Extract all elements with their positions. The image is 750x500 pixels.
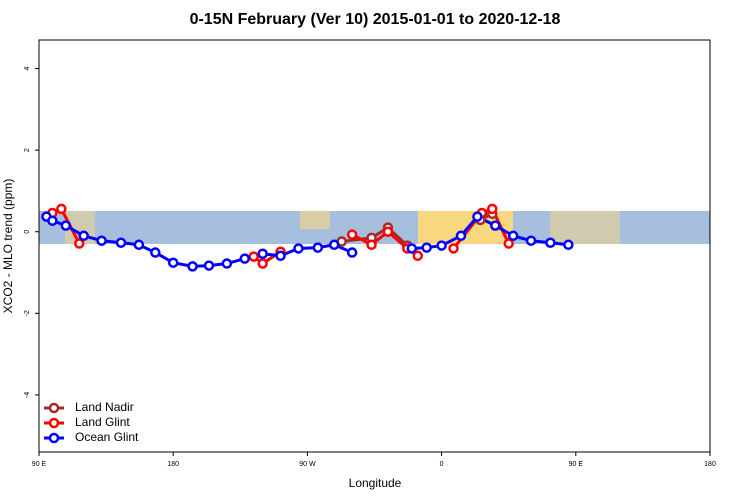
data-point xyxy=(239,253,251,264)
data-point xyxy=(133,239,145,251)
data-point xyxy=(503,238,514,249)
data-point xyxy=(74,238,85,249)
data-point xyxy=(78,230,89,242)
y-tick-label: 4 xyxy=(24,67,31,71)
data-point xyxy=(406,243,418,254)
y-axis-label: XCO2 - MLO trend (ppm) xyxy=(1,179,15,314)
data-point xyxy=(328,239,340,251)
y-tick-label: -2 xyxy=(24,310,31,316)
data-point xyxy=(525,235,537,246)
data-point xyxy=(257,258,268,269)
legend-label: Ocean Glint xyxy=(75,430,139,444)
data-point xyxy=(507,230,519,242)
x-tick-label: 90 E xyxy=(569,461,584,468)
data-point xyxy=(563,239,574,251)
x-tick-label: 180 xyxy=(704,461,716,468)
y-tick-label: 0 xyxy=(24,230,31,234)
data-point xyxy=(472,211,483,222)
data-point xyxy=(448,243,459,254)
data-point xyxy=(60,220,72,231)
plot-frame xyxy=(38,39,711,453)
legend-marker xyxy=(48,432,60,444)
data-point xyxy=(248,251,259,262)
legend-marker xyxy=(48,417,60,429)
data-point xyxy=(47,215,58,226)
x-tick-label: 0 xyxy=(440,461,444,468)
x-tick-label: 180 xyxy=(167,461,179,468)
y-tick-label: 2 xyxy=(24,148,31,152)
chart-title: 0-15N February (Ver 10) 2015-01-01 to 20… xyxy=(190,11,561,28)
legend-marker xyxy=(48,402,60,414)
data-point xyxy=(421,242,432,253)
data-point xyxy=(56,203,67,215)
data-point xyxy=(412,250,423,262)
legend-label: Land Nadir xyxy=(75,400,134,414)
data-point xyxy=(115,237,127,248)
data-point xyxy=(187,261,198,272)
y-tick-label: -4 xyxy=(24,392,31,398)
data-point xyxy=(455,230,467,242)
data-point xyxy=(382,226,394,237)
data-point xyxy=(203,260,215,271)
data-point xyxy=(436,240,447,251)
data-point xyxy=(293,243,304,254)
data-point xyxy=(346,247,358,258)
data-point xyxy=(490,220,501,231)
data-point xyxy=(96,235,107,246)
data-point xyxy=(545,237,556,248)
data-point xyxy=(366,239,377,251)
x-tick-label: 90 E xyxy=(32,461,47,468)
legend-label: Land Glint xyxy=(75,415,130,429)
data-point xyxy=(275,250,286,262)
data-point xyxy=(150,247,161,258)
data-point xyxy=(487,203,498,215)
data-point xyxy=(257,248,268,260)
data-point xyxy=(221,258,233,269)
x-axis-label: Longitude xyxy=(349,476,402,490)
data-point xyxy=(167,257,179,268)
data-point xyxy=(346,229,358,240)
x-tick-label: 90 W xyxy=(299,461,316,468)
data-point xyxy=(312,242,324,253)
